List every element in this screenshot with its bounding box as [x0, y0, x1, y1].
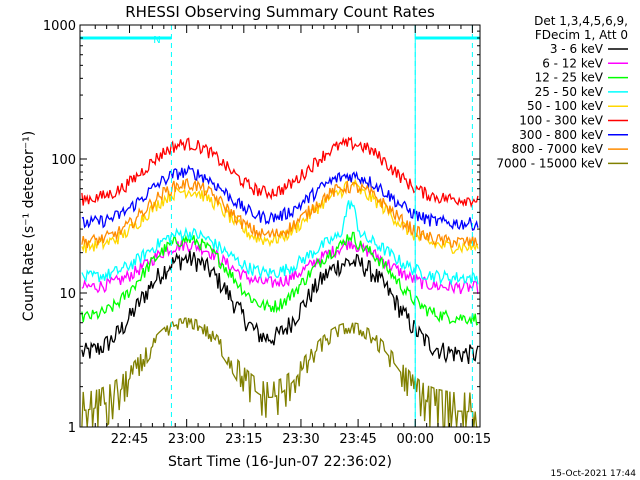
x-tick-label: 22:45: [111, 432, 148, 447]
x-tick-label: 23:15: [225, 432, 262, 447]
y-tick-label: 1: [68, 421, 76, 436]
y-tick-label: 100: [51, 153, 76, 168]
chart-title: RHESSI Observing Summary Count Rates: [125, 3, 435, 21]
legend-entry-label: 300 - 800 keV: [519, 128, 603, 142]
series-line: [81, 238, 479, 295]
x-tick-label: 00:15: [454, 432, 491, 447]
y-tick-label: 10: [59, 287, 76, 302]
y-axis: 1 10 100 1000: [43, 19, 480, 436]
legend-header-line-1: Det 1,3,4,5,6,9,: [534, 14, 628, 28]
x-axis-label: Start Time (16-Jun-07 22:36:02): [168, 454, 392, 470]
legend-entry-label: 6 - 12 keV: [542, 56, 604, 70]
legend-entry-label: 800 - 7000 keV: [512, 142, 604, 156]
series-line: [81, 178, 479, 254]
legend-header-line-2: FDecim 1, Att 0: [535, 28, 628, 42]
legend-entry-label: 12 - 25 keV: [535, 71, 604, 85]
x-tick-label: 23:00: [168, 432, 205, 447]
legend-entry-label: 7000 - 15000 keV: [496, 156, 603, 170]
legend: Det 1,3,4,5,6,9, FDecim 1, Att 0 3 - 6 k…: [496, 14, 628, 170]
y-axis-label: Count Rate (s⁻¹ detector⁻¹): [21, 131, 37, 321]
timestamp: 15-Oct-2021 17:44: [551, 469, 637, 479]
night-marker: N: [153, 35, 160, 46]
x-tick-label: 00:00: [397, 432, 434, 447]
series-line: [81, 317, 478, 428]
plot-frame: [79, 24, 481, 428]
y-tick-label: 1000: [43, 19, 76, 34]
series-line: [81, 231, 479, 326]
legend-entry-label: 50 - 100 keV: [527, 99, 604, 113]
legend-entry-label: 3 - 6 keV: [550, 42, 604, 56]
x-axis: 22:45 23:00 23:15 23:30 23:45 00:00 00:15: [94, 25, 491, 447]
series-line: [81, 199, 479, 286]
legend-entry-label: 25 - 50 keV: [535, 85, 604, 99]
series-line: [81, 250, 479, 365]
series-line: [81, 164, 479, 231]
x-tick-label: 23:30: [282, 432, 319, 447]
legend-entry-label: 100 - 300 keV: [519, 114, 603, 128]
x-tick-label: 23:45: [339, 432, 376, 447]
series-line: [81, 136, 479, 209]
series-line: [81, 177, 479, 249]
